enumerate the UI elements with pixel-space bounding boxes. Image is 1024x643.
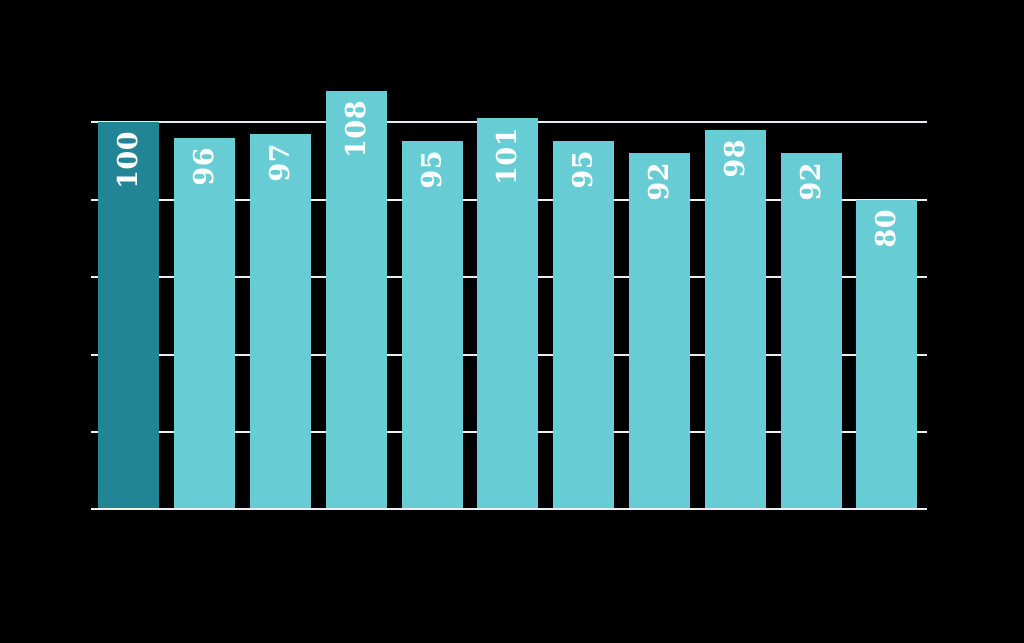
bar: 97	[249, 133, 311, 510]
bar: 80	[856, 199, 918, 510]
bar-highlighted: 100	[98, 122, 160, 510]
bar-value-label: 96	[189, 146, 221, 186]
bar: 101	[477, 118, 539, 510]
x-axis-line	[91, 508, 927, 510]
bar-value-label: 98	[719, 138, 751, 178]
bar-value-label: 108	[340, 99, 372, 158]
bar: 92	[780, 153, 842, 510]
bar: 92	[628, 153, 690, 510]
bar: 96	[174, 137, 236, 510]
bar-value-label: 80	[871, 208, 903, 248]
bar: 95	[553, 141, 615, 510]
bar: 98	[704, 129, 766, 510]
bar-value-label: 95	[568, 150, 600, 189]
bar-value-label: 101	[492, 127, 524, 185]
bar-value-label: 97	[264, 142, 296, 182]
bar-value-label: 95	[416, 150, 448, 189]
bar-value-label: 100	[113, 131, 145, 189]
bar-value-label: 92	[795, 162, 827, 201]
bar-value-label: 92	[643, 162, 675, 201]
bar: 95	[401, 141, 463, 510]
bar: 108	[325, 90, 387, 510]
